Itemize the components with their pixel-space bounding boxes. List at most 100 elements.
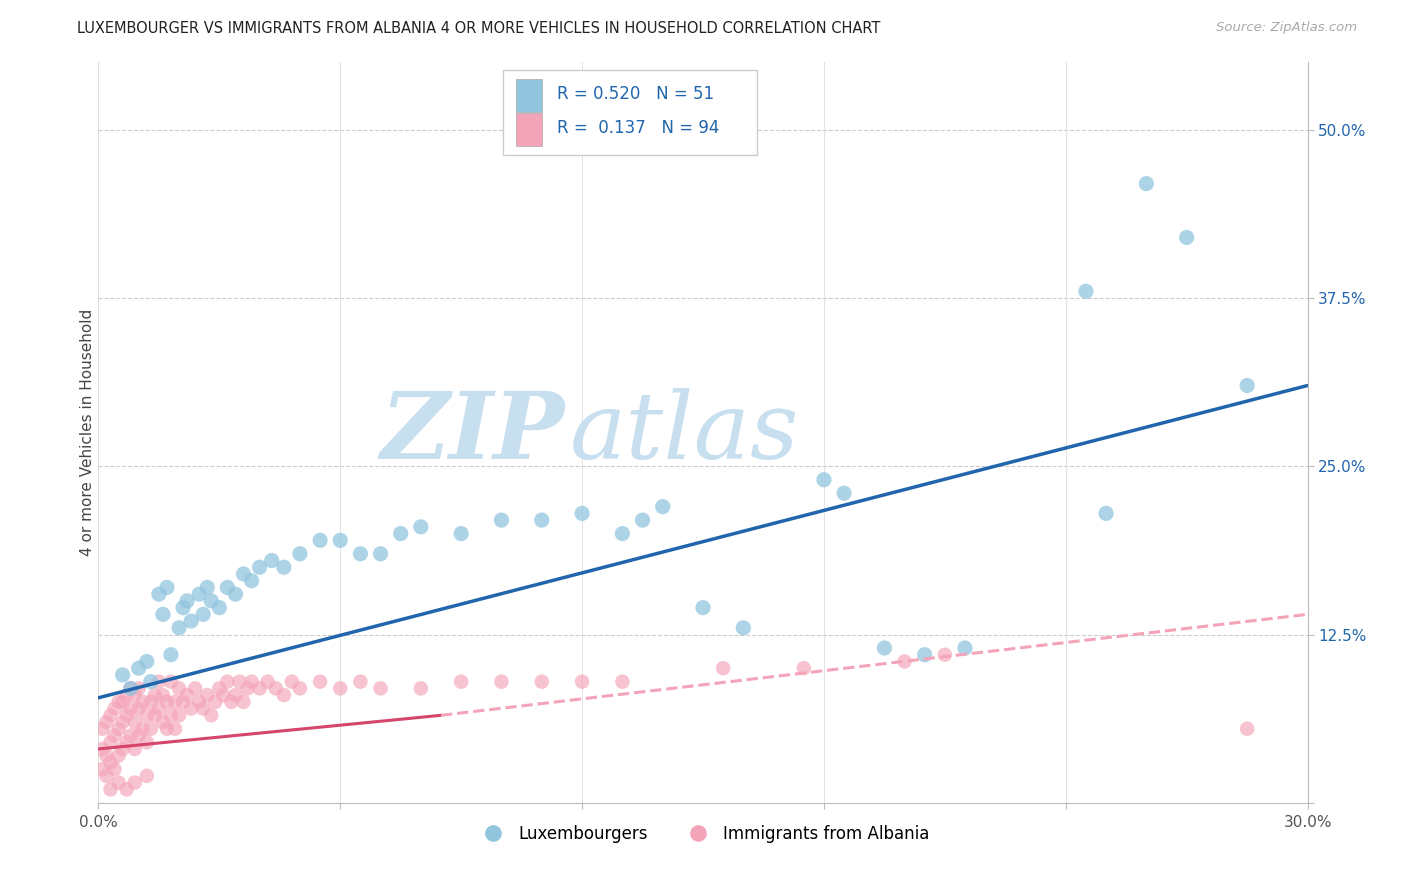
Point [193,701,215,715]
Point [329,681,352,696]
Point [200,594,222,608]
Point [103,762,125,776]
Text: LUXEMBOURGER VS IMMIGRANTS FROM ALBANIA 4 OR MORE VEHICLES IN HOUSEHOLD CORRELAT: LUXEMBOURGER VS IMMIGRANTS FROM ALBANIA … [77,21,880,37]
Point [288,547,311,561]
Point [128,701,150,715]
Text: ZIP: ZIP [380,388,564,477]
Point [1236,722,1258,736]
Point [914,648,936,662]
Point [249,560,271,574]
Point [148,701,170,715]
Point [1175,230,1198,244]
Point [208,681,231,696]
Point [195,688,218,702]
Point [96,714,118,729]
Point [91,722,114,736]
Point [91,742,114,756]
Point [873,640,896,655]
Point [224,587,246,601]
Point [530,674,553,689]
Point [135,735,157,749]
Y-axis label: 4 or more Vehicles in Household: 4 or more Vehicles in Household [80,309,94,557]
Point [100,735,122,749]
Point [167,621,190,635]
Point [389,526,412,541]
Point [115,688,138,702]
Point [96,769,118,783]
Point [281,674,304,689]
Point [115,735,138,749]
Point [212,688,235,702]
Point [172,695,194,709]
Point [288,681,311,696]
Point [711,661,734,675]
Point [612,526,634,541]
Point [232,695,254,709]
Point [188,587,211,601]
Point [100,708,122,723]
Point [188,695,211,709]
Point [1135,177,1157,191]
Point [409,681,432,696]
Point [217,674,239,689]
Text: Source: ZipAtlas.com: Source: ZipAtlas.com [1216,21,1357,35]
Point [156,722,179,736]
Point [349,674,371,689]
Point [273,688,295,702]
FancyBboxPatch shape [516,112,543,146]
Point [893,655,915,669]
Legend: Luxembourgers, Immigrants from Albania: Luxembourgers, Immigrants from Albania [470,819,936,850]
Point [111,695,134,709]
Point [160,674,183,689]
Point [152,688,174,702]
Point [240,674,263,689]
Point [195,581,218,595]
Point [128,661,150,675]
Point [120,729,142,743]
Point [309,674,332,689]
Point [1074,285,1097,299]
Point [107,775,129,789]
Point [264,681,287,696]
Point [733,621,755,635]
Point [221,695,243,709]
Point [349,547,371,561]
Text: R = 0.520   N = 51: R = 0.520 N = 51 [557,85,714,103]
Point [491,674,513,689]
Point [163,722,186,736]
FancyBboxPatch shape [516,78,543,112]
Point [96,748,118,763]
Point [176,688,198,702]
Point [180,701,202,715]
Point [953,640,976,655]
Point [571,507,593,521]
Point [256,674,278,689]
Point [115,782,138,797]
Point [184,681,207,696]
Point [143,708,166,723]
Point [160,648,183,662]
Point [1095,507,1118,521]
Point [224,688,246,702]
Point [193,607,215,622]
Point [370,547,392,561]
Point [260,553,283,567]
Point [309,533,332,548]
Point [139,695,162,709]
Point [135,769,157,783]
Point [124,714,146,729]
Point [143,688,166,702]
FancyBboxPatch shape [503,70,758,155]
Point [103,729,125,743]
Point [148,674,170,689]
Point [172,600,194,615]
Point [273,560,295,574]
Point [91,762,114,776]
Point [249,681,271,696]
Point [120,701,142,715]
Point [813,473,835,487]
Point [167,708,190,723]
Point [132,695,155,709]
Point [240,574,263,588]
Point [631,513,654,527]
